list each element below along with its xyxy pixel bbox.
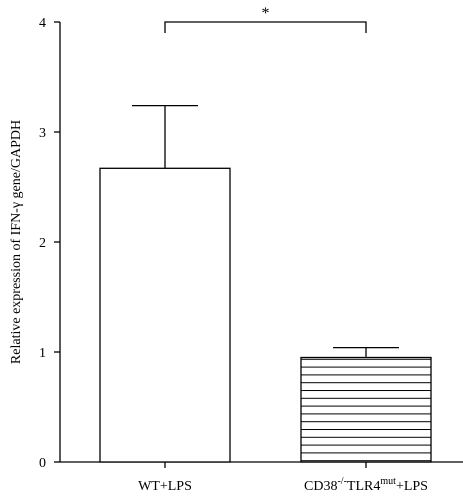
significance-label: * (262, 5, 270, 22)
y-tick-label: 3 (39, 126, 46, 141)
y-tick-label: 2 (39, 236, 46, 251)
labels: 0 1 2 3 4 WT+LPS CD38-/-TLR4mut+LPS * (39, 5, 428, 494)
bar (99, 167, 231, 463)
y-axis-label: Relative expression of IFN-γ gene/GAPDH (9, 120, 24, 364)
significance-bracket (164, 21, 367, 33)
x-tick-label: WT+LPS (138, 479, 192, 494)
bars (99, 104, 432, 463)
y-tick-label: 4 (39, 16, 46, 31)
y-tick-label: 0 (39, 456, 46, 471)
bar (300, 356, 432, 463)
y-tick-label: 1 (39, 346, 46, 361)
x-tick-label: CD38-/-TLR4mut+LPS (304, 476, 428, 494)
